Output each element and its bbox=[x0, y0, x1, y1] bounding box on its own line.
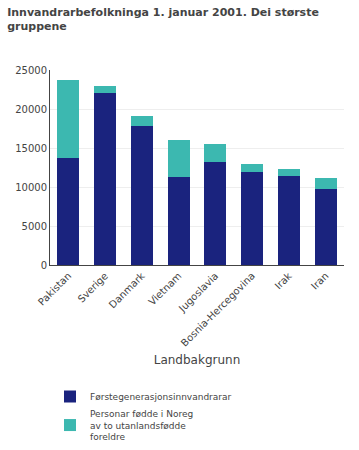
svg-text:Pakistan: Pakistan bbox=[36, 270, 73, 307]
svg-text:10000: 10000 bbox=[15, 182, 47, 193]
svg-text:Landbakgrunn: Landbakgrunn bbox=[154, 353, 241, 367]
svg-text:Vietnam: Vietnam bbox=[146, 270, 183, 307]
svg-text:15000: 15000 bbox=[15, 143, 47, 154]
svg-text:Personar fødde i Noregav to ut: Personar fødde i Noregav to utanlandsfød… bbox=[90, 409, 193, 442]
svg-text:Danmark: Danmark bbox=[107, 270, 147, 310]
svg-text:Jugoslavia: Jugoslavia bbox=[176, 270, 220, 314]
svg-text:Irak: Irak bbox=[273, 270, 294, 291]
svg-text:Innvandrarbefolkninga 1. janua: Innvandrarbefolkninga 1. januar 2001. De… bbox=[7, 6, 319, 33]
svg-text:0: 0 bbox=[41, 260, 47, 271]
svg-text:Bosnia-Hercegovina: Bosnia-Hercegovina bbox=[179, 270, 257, 348]
svg-text:Førstegenerasjonsinnvandrarar: Førstegenerasjonsinnvandrarar bbox=[90, 392, 232, 402]
svg-text:5000: 5000 bbox=[22, 221, 47, 232]
svg-text:20000: 20000 bbox=[15, 104, 47, 115]
svg-text:25000: 25000 bbox=[15, 65, 47, 76]
svg-text:Sverige: Sverige bbox=[76, 270, 111, 305]
svg-text:Iran: Iran bbox=[309, 270, 331, 292]
